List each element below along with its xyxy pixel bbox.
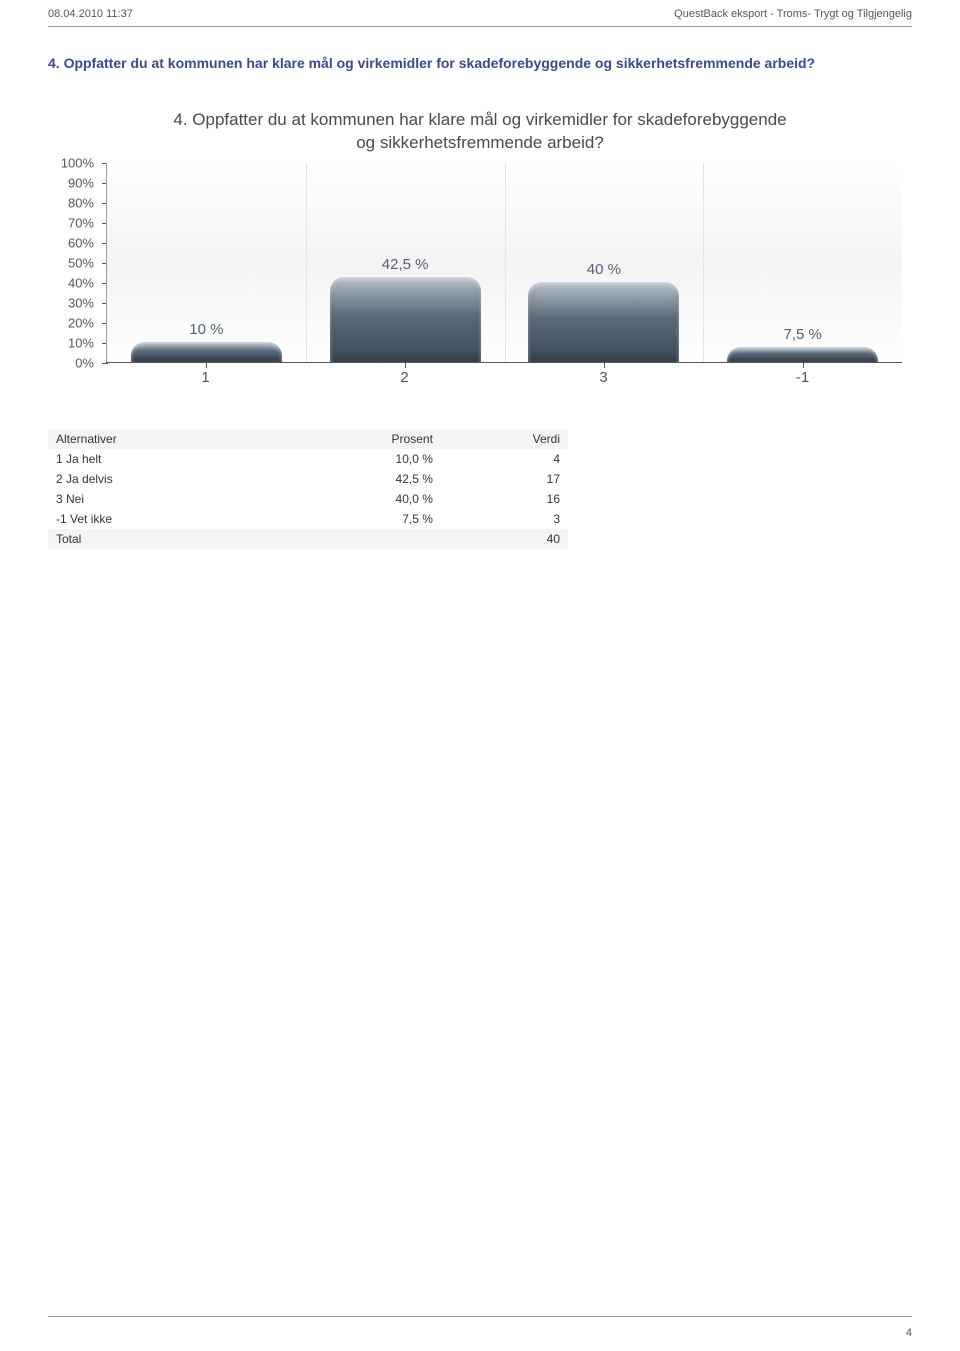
- bar-value-label: 10 %: [131, 321, 282, 338]
- cell-pct: 10,0 %: [273, 449, 441, 469]
- y-tick-label: 0%: [75, 355, 94, 370]
- grid-line: [505, 163, 506, 362]
- col-prosent: Prosent: [273, 429, 441, 449]
- cell-pct: 7,5 %: [273, 509, 441, 529]
- table-row: -1 Vet ikke7,5 %3: [48, 509, 568, 529]
- table-row: 1 Ja helt10,0 %4: [48, 449, 568, 469]
- bar-value-label: 42,5 %: [330, 256, 481, 273]
- cell-total-val: 40: [441, 529, 568, 549]
- y-tick-label: 20%: [68, 315, 94, 330]
- bar: 40 %: [528, 282, 679, 362]
- y-tick-label: 100%: [61, 155, 94, 170]
- cell-val: 17: [441, 469, 568, 489]
- chart: 4. Oppfatter du at kommunen har klare må…: [48, 109, 912, 393]
- bar-value-label: 7,5 %: [727, 326, 878, 343]
- bar: 7,5 %: [727, 347, 878, 362]
- bar-slot: 7,5 %: [703, 162, 902, 362]
- chart-title: 4. Oppfatter du at kommunen har klare må…: [108, 109, 852, 155]
- table-total-row: Total 40: [48, 529, 568, 549]
- y-tick-label: 80%: [68, 195, 94, 210]
- y-tick-label: 50%: [68, 255, 94, 270]
- grid-line: [306, 163, 307, 362]
- export-label: QuestBack eksport - Troms- Trygt og Tilg…: [674, 8, 912, 20]
- cell-pct: 40,0 %: [273, 489, 441, 509]
- cell-val: 3: [441, 509, 568, 529]
- bar-slot: 10 %: [107, 162, 306, 362]
- question-title: 4. Oppfatter du at kommunen har klare må…: [48, 55, 912, 71]
- cell-val: 4: [441, 449, 568, 469]
- bar: 42,5 %: [330, 277, 481, 362]
- table-header-row: Alternativer Prosent Verdi: [48, 429, 568, 449]
- bar-slot: 42,5 %: [306, 162, 505, 362]
- cell-total-label: Total: [48, 529, 273, 549]
- col-verdi: Verdi: [441, 429, 568, 449]
- cell-total-pct: [273, 529, 441, 549]
- y-tick-label: 60%: [68, 235, 94, 250]
- chart-title-line2: og sikkerhetsfremmende arbeid?: [356, 133, 604, 152]
- cell-val: 16: [441, 489, 568, 509]
- table-row: 2 Ja delvis42,5 %17: [48, 469, 568, 489]
- bar: 10 %: [131, 342, 282, 362]
- x-tick-label: 3: [504, 363, 703, 386]
- x-tick-label: 2: [305, 363, 504, 386]
- results-table: Alternativer Prosent Verdi 1 Ja helt10,0…: [48, 429, 568, 549]
- y-tick-label: 70%: [68, 215, 94, 230]
- header-rule: [48, 26, 912, 27]
- cell-alt: 2 Ja delvis: [48, 469, 273, 489]
- chart-title-line1: 4. Oppfatter du at kommunen har klare må…: [173, 110, 786, 129]
- y-axis: 0%10%20%30%40%50%60%70%80%90%100%: [48, 163, 98, 363]
- cell-alt: -1 Vet ikke: [48, 509, 273, 529]
- cell-pct: 42,5 %: [273, 469, 441, 489]
- table-row: 3 Nei40,0 %16: [48, 489, 568, 509]
- cell-alt: 1 Ja helt: [48, 449, 273, 469]
- footer-rule: [48, 1316, 912, 1317]
- x-tick-label: 1: [106, 363, 305, 386]
- y-tick-label: 30%: [68, 295, 94, 310]
- y-tick-label: 90%: [68, 175, 94, 190]
- y-tick-label: 10%: [68, 335, 94, 350]
- x-tick-label: -1: [703, 363, 902, 386]
- grid-line: [703, 163, 704, 362]
- timestamp: 08.04.2010 11:37: [48, 8, 133, 20]
- plot-area: 10 % 42,5 % 40 % 7,5 %: [106, 163, 902, 363]
- chart-area: 0%10%20%30%40%50%60%70%80%90%100% 10 %42…: [106, 163, 902, 393]
- cell-alt: 3 Nei: [48, 489, 273, 509]
- page-header: 08.04.2010 11:37 QuestBack eksport - Tro…: [48, 8, 912, 24]
- col-alternativer: Alternativer: [48, 429, 273, 449]
- bar-value-label: 40 %: [528, 261, 679, 278]
- page-number: 4: [906, 1327, 912, 1339]
- x-axis: 123-1: [106, 363, 902, 386]
- bar-slot: 40 %: [505, 162, 704, 362]
- y-tick-label: 40%: [68, 275, 94, 290]
